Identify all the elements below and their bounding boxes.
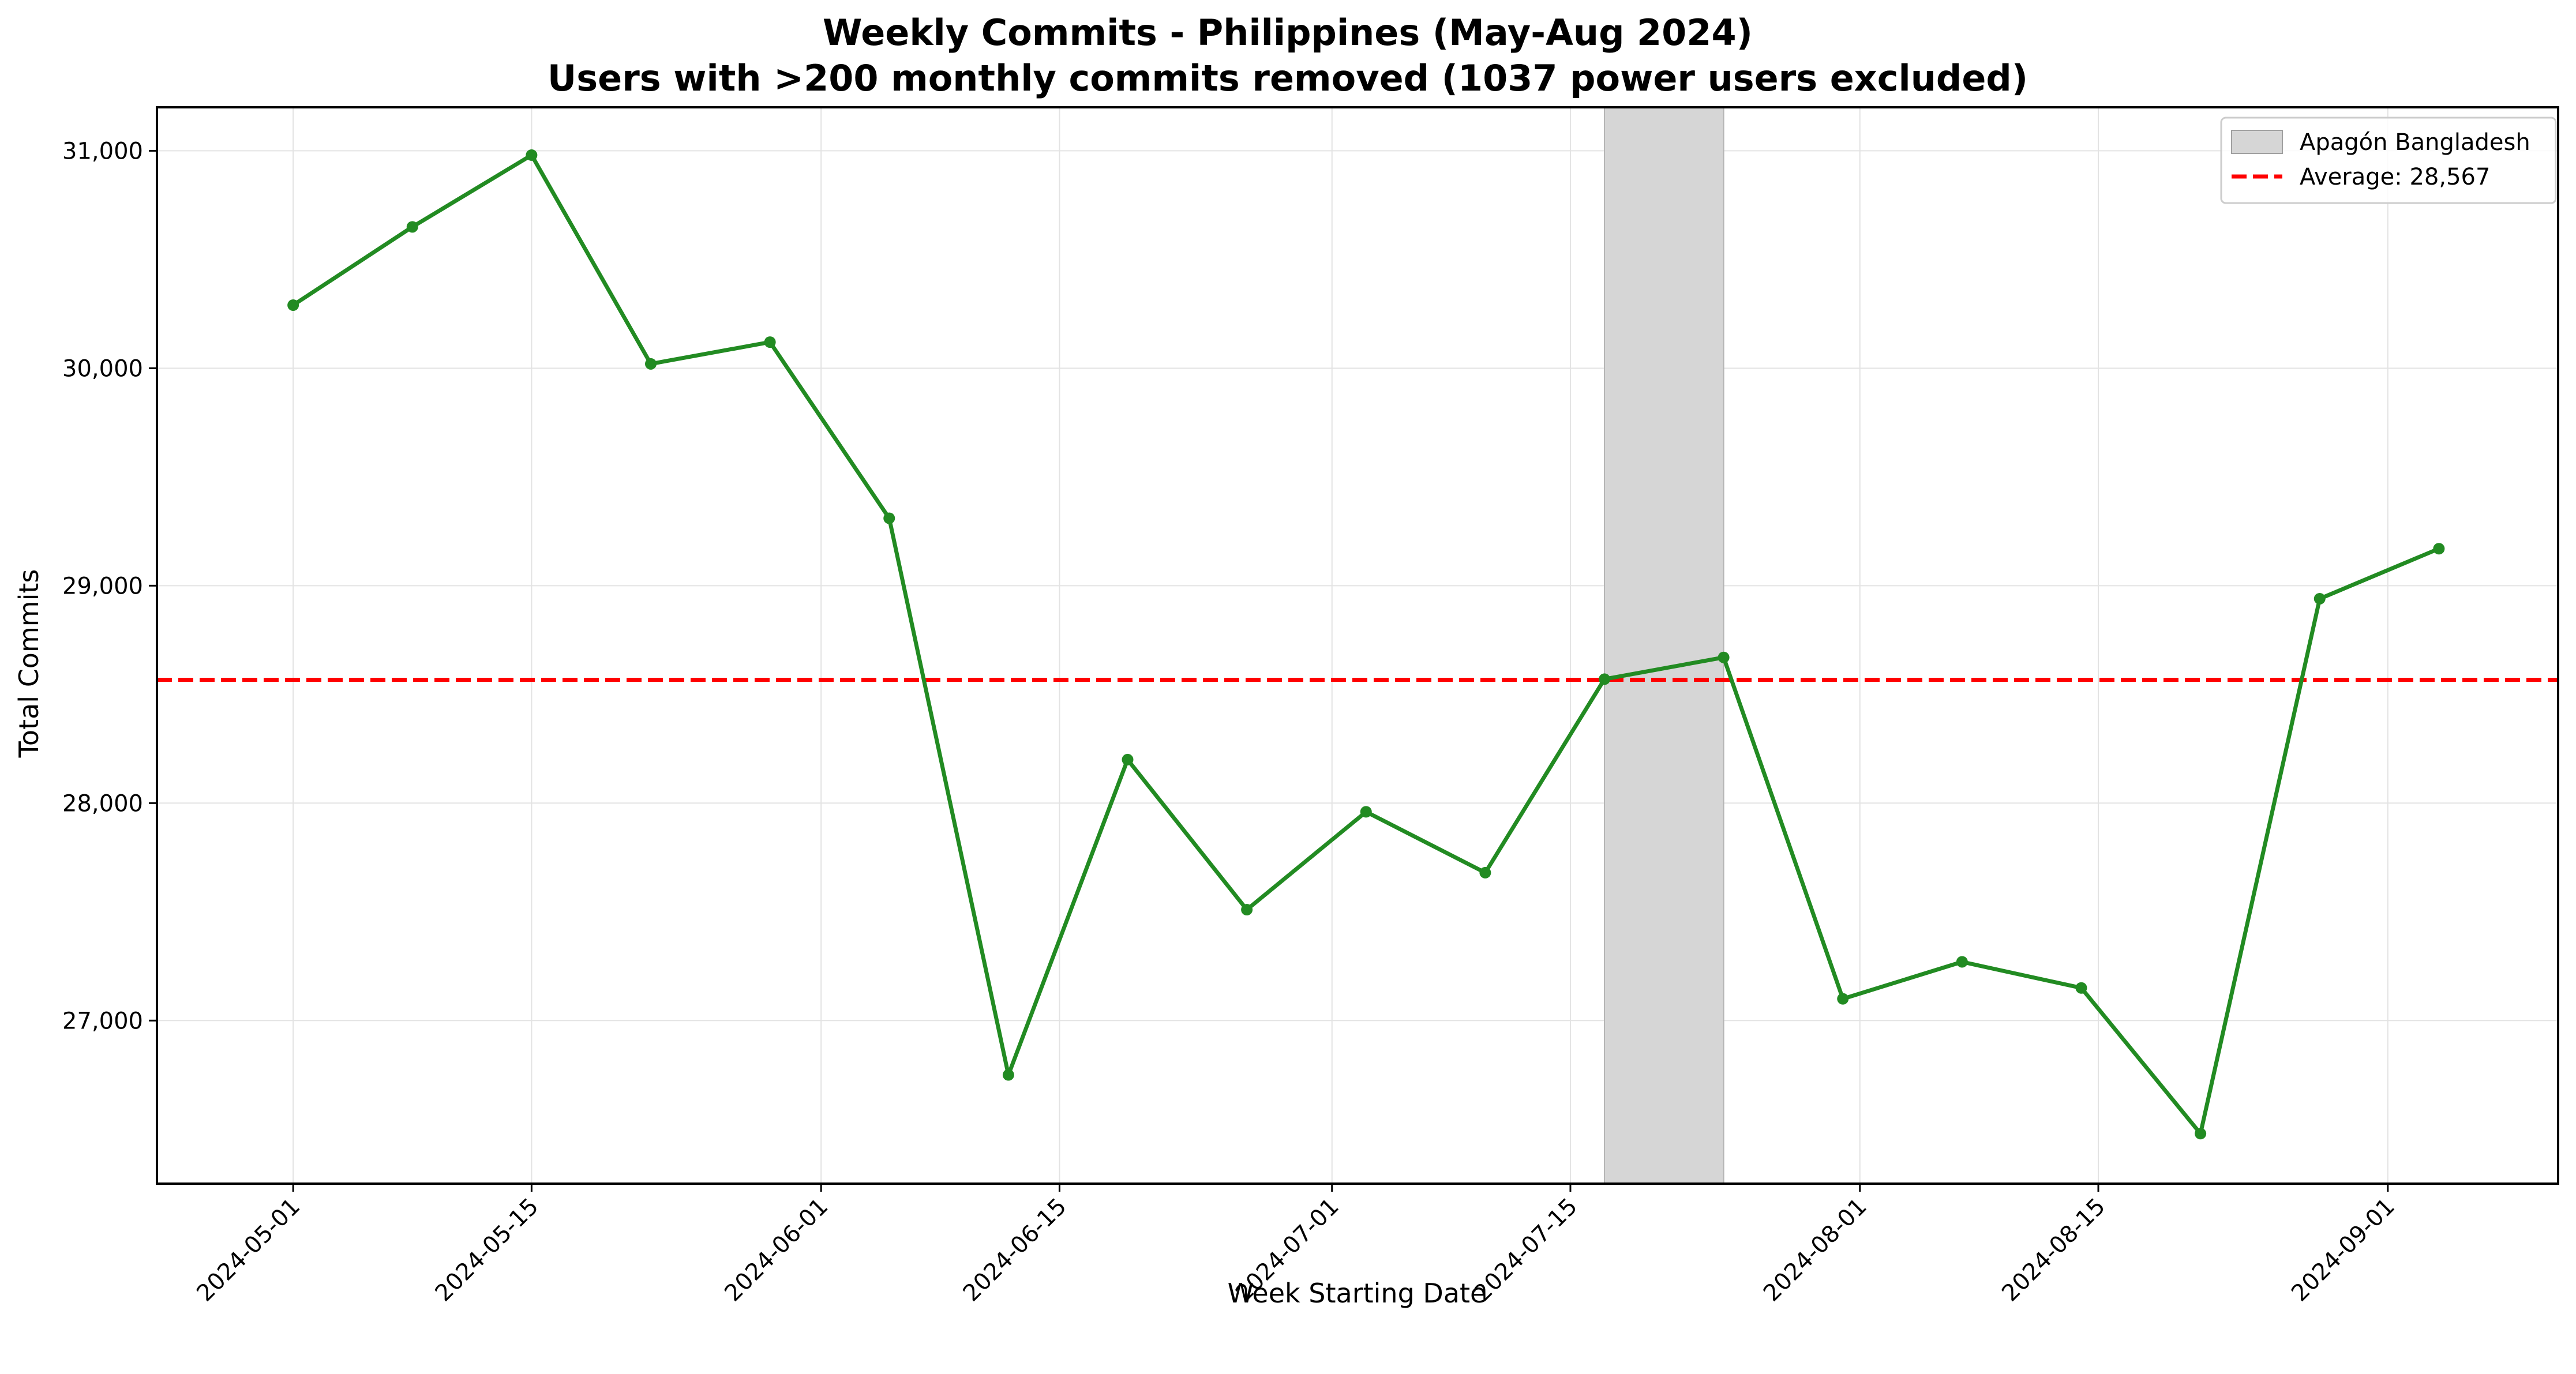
plot-frame	[156, 106, 2559, 1185]
data-point	[883, 512, 895, 524]
grid-lines	[157, 107, 2558, 1184]
series-layer	[287, 149, 2445, 1140]
series-line	[292, 153, 2440, 1136]
data-point	[526, 149, 538, 161]
data-point	[1599, 673, 1611, 685]
data-point	[2075, 982, 2087, 994]
x-tick-label: 2024-09-01	[2286, 1193, 2400, 1307]
data-point	[406, 221, 418, 233]
data-point	[287, 299, 299, 311]
data-point	[764, 336, 776, 348]
data-point	[2313, 592, 2326, 605]
legend-average-label: Average: 28,567	[2300, 164, 2490, 190]
data-point	[1002, 1069, 1014, 1081]
legend-shade-swatch	[2231, 130, 2283, 154]
data-point	[2195, 1128, 2207, 1140]
y-tick-label: 28,000	[62, 790, 143, 817]
data-point	[2433, 543, 2445, 555]
y-tick-label: 27,000	[62, 1008, 143, 1034]
shaded-region	[1604, 107, 1724, 1184]
x-tick-label: 2024-08-15	[1997, 1193, 2110, 1307]
chart-title: Weekly Commits - Philippines (May-Aug 20…	[823, 12, 1753, 54]
data-point	[1718, 651, 1730, 663]
x-tick-label: 2024-06-15	[958, 1193, 1072, 1307]
legend-box	[2220, 117, 2557, 204]
data-point	[1479, 866, 1491, 879]
data-point	[1360, 806, 1372, 818]
legend-shade-label: Apagón Bangladesh	[2300, 129, 2530, 156]
legend: Apagón Bangladesh Average: 28,567	[2220, 117, 2557, 204]
chart-subtitle: Users with >200 monthly commits removed …	[548, 57, 2028, 99]
data-point	[1241, 904, 1253, 916]
data-point	[1956, 956, 1968, 968]
x-axis-label: Week Starting Date	[1228, 1278, 1487, 1309]
y-tick-label: 30,000	[62, 355, 143, 382]
tick-layer: 2024-05-01 2024-05-15 2024-06-01 2024-06-15…	[62, 138, 2400, 1307]
data-point	[645, 358, 657, 370]
y-tick-label: 31,000	[62, 138, 143, 164]
y-tick-label: 29,000	[62, 573, 143, 599]
data-point	[1122, 753, 1134, 765]
x-tick-label: 2024-05-01	[192, 1193, 305, 1307]
x-tick-label: 2024-08-01	[1758, 1193, 1872, 1307]
data-point	[1837, 993, 1849, 1005]
y-axis-label: Total Commits	[13, 569, 44, 759]
shaded-region-layer	[1604, 107, 1724, 1184]
x-tick-label: 2024-05-15	[430, 1193, 544, 1307]
x-tick-label: 2024-06-01	[719, 1193, 833, 1307]
